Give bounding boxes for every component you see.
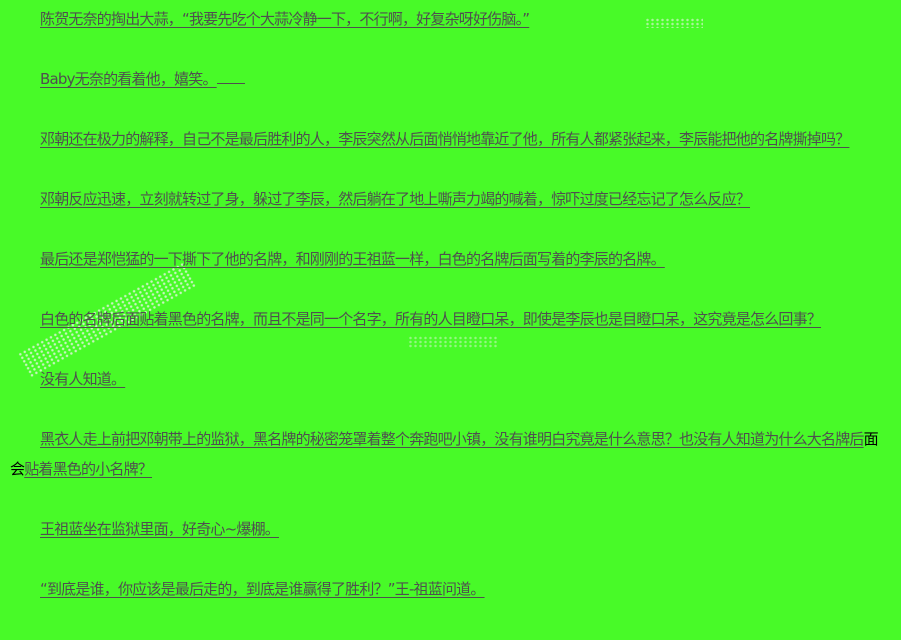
paragraph-text-plain: 面会 — [10, 430, 879, 478]
paragraph: 白色的名牌后面贴着黑色的名牌，而且不是同一个名字，所有的人目瞪口呆，即使是李辰也… — [10, 304, 891, 334]
paragraph: 没有人知道。 — [10, 364, 891, 394]
paragraph-text-underlined: 邓朝还在极力的解释，自己不是最后胜利的人，李辰突然从后面悄悄地靠近了他，所有人都… — [40, 130, 850, 148]
paragraph: 王祖蓝坐在监狱里面，好奇心~爆棚。 — [10, 514, 891, 544]
paragraph-text-underlined: 白色的名牌后面贴着黑色的名牌，而且不是同一个名字，所有的人目瞪口呆，即使是李辰也… — [40, 310, 822, 328]
paragraph: 邓朝还在极力的解释，自己不是最后胜利的人，李辰突然从后面悄悄地靠近了他，所有人都… — [10, 124, 891, 154]
paragraph: “到底是谁，你应该是最后走的，到底是谁赢得了胜利？”王-祖蓝问道。 — [10, 574, 891, 604]
paragraph: 黑衣人走上前把邓朝带上的监狱，黑名牌的秘密笼罩着整个奔跑吧小镇，没有谁明白究竟是… — [10, 424, 891, 484]
paragraph: 陈贺无奈的掏出大蒜，“我要先吃个大蒜冷静一下，不行啊，好复杂呀好伤脑。” — [10, 4, 891, 34]
paragraph-text-underlined: 最后还是郑恺猛的一下撕下了他的名牌，和刚刚的王祖蓝一样，白色的名牌后面写着的李辰… — [40, 250, 666, 268]
paragraph-text-underlined: “到底是谁，你应该是最后走的，到底是谁赢得了胜利？”王-祖蓝问道。 — [40, 580, 485, 598]
trailing-underline — [216, 71, 245, 84]
paragraph: Baby无奈的看着他，嬉笑。 — [10, 64, 891, 94]
paragraph-text-underlined: 黑衣人走上前把邓朝带上的监狱，黑名牌的秘密笼罩着整个奔跑吧小镇，没有谁明白究竟是… — [40, 430, 864, 448]
paragraph-text-underlined: 陈贺无奈的掏出大蒜，“我要先吃个大蒜冷静一下，不行啊，好复杂呀好伤脑。” — [40, 10, 530, 28]
paragraph-text-underlined: Baby无奈的看着他，嬉笑。 — [40, 70, 217, 88]
paragraph-text-underlined: 贴着黑色的小名牌？ — [24, 460, 153, 478]
paragraph: 邓朝反应迅速，立刻就转过了身，躲过了李辰，然后躺在了地上嘶声力竭的喊着，惊吓过度… — [10, 184, 891, 214]
novel-text: 陈贺无奈的掏出大蒜，“我要先吃个大蒜冷静一下，不行啊，好复杂呀好伤脑。” Baby… — [10, 4, 891, 604]
paragraph-text-underlined: 没有人知道。 — [40, 370, 126, 388]
paragraph-text-underlined: 邓朝反应迅速，立刻就转过了身，躲过了李辰，然后躺在了地上嘶声力竭的喊着，惊吓过度… — [40, 190, 751, 208]
paragraph: 最后还是郑恺猛的一下撕下了他的名牌，和刚刚的王祖蓝一样，白色的名牌后面写着的李辰… — [10, 244, 891, 274]
paragraph-text-underlined: 王祖蓝坐在监狱里面，好奇心~爆棚。 — [40, 520, 280, 538]
